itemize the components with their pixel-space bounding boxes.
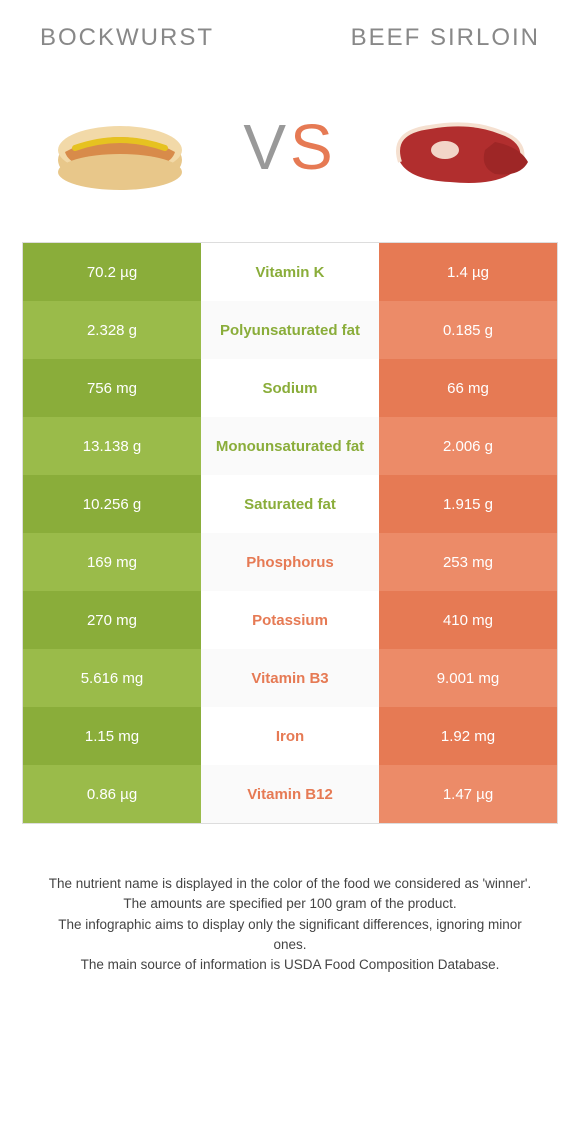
nutrient-value-left: 5.616 mg — [23, 649, 201, 707]
nutrient-value-right: 9.001 mg — [379, 649, 557, 707]
table-row: 13.138 gMonounsaturated fat2.006 g — [23, 417, 557, 475]
nutrient-value-left: 270 mg — [23, 591, 201, 649]
vs-label: VS — [243, 110, 336, 184]
table-row: 2.328 gPolyunsaturated fat0.185 g — [23, 301, 557, 359]
food-left-title: Bockwurst — [40, 24, 214, 52]
nutrient-value-left: 70.2 µg — [23, 243, 201, 301]
nutrient-value-right: 1.915 g — [379, 475, 557, 533]
nutrient-value-left: 756 mg — [23, 359, 201, 417]
nutrient-value-right: 1.47 µg — [379, 765, 557, 823]
table-row: 756 mgSodium66 mg — [23, 359, 557, 417]
nutrient-value-left: 13.138 g — [23, 417, 201, 475]
vs-row: VS — [0, 62, 580, 242]
nutrient-value-left: 169 mg — [23, 533, 201, 591]
nutrient-value-right: 1.4 µg — [379, 243, 557, 301]
nutrient-value-left: 1.15 mg — [23, 707, 201, 765]
table-row: 10.256 gSaturated fat1.915 g — [23, 475, 557, 533]
footnote-line: The nutrient name is displayed in the co… — [40, 874, 540, 894]
comparison-header: Bockwurst Beef sirloin — [0, 0, 580, 62]
nutrient-value-right: 66 mg — [379, 359, 557, 417]
nutrient-value-left: 10.256 g — [23, 475, 201, 533]
table-row: 0.86 µgVitamin B121.47 µg — [23, 765, 557, 823]
nutrient-name: Vitamin B3 — [201, 649, 379, 707]
nutrient-value-left: 2.328 g — [23, 301, 201, 359]
nutrient-name: Vitamin K — [201, 243, 379, 301]
vs-s: S — [290, 111, 337, 183]
vs-v: V — [243, 111, 290, 183]
nutrient-name: Potassium — [201, 591, 379, 649]
footnote-line: The amounts are specified per 100 gram o… — [40, 894, 540, 914]
nutrient-value-right: 253 mg — [379, 533, 557, 591]
table-row: 169 mgPhosphorus253 mg — [23, 533, 557, 591]
nutrient-name: Saturated fat — [201, 475, 379, 533]
table-row: 5.616 mgVitamin B39.001 mg — [23, 649, 557, 707]
footnote-line: The main source of information is USDA F… — [40, 955, 540, 975]
nutrient-table: 70.2 µgVitamin K1.4 µg2.328 gPolyunsatur… — [22, 242, 558, 824]
nutrient-value-left: 0.86 µg — [23, 765, 201, 823]
nutrient-name: Monounsaturated fat — [201, 417, 379, 475]
food-right-title: Beef sirloin — [351, 24, 540, 52]
nutrient-name: Phosphorus — [201, 533, 379, 591]
nutrient-name: Polyunsaturated fat — [201, 301, 379, 359]
nutrient-name: Iron — [201, 707, 379, 765]
nutrient-name: Vitamin B12 — [201, 765, 379, 823]
table-row: 270 mgPotassium410 mg — [23, 591, 557, 649]
food-left-image — [40, 92, 200, 202]
nutrient-value-right: 410 mg — [379, 591, 557, 649]
nutrient-value-right: 2.006 g — [379, 417, 557, 475]
food-right-image — [380, 92, 540, 202]
footnote-line: The infographic aims to display only the… — [40, 915, 540, 956]
nutrient-value-right: 0.185 g — [379, 301, 557, 359]
nutrient-name: Sodium — [201, 359, 379, 417]
table-row: 70.2 µgVitamin K1.4 µg — [23, 243, 557, 301]
table-row: 1.15 mgIron1.92 mg — [23, 707, 557, 765]
nutrient-value-right: 1.92 mg — [379, 707, 557, 765]
footnotes: The nutrient name is displayed in the co… — [0, 824, 580, 975]
